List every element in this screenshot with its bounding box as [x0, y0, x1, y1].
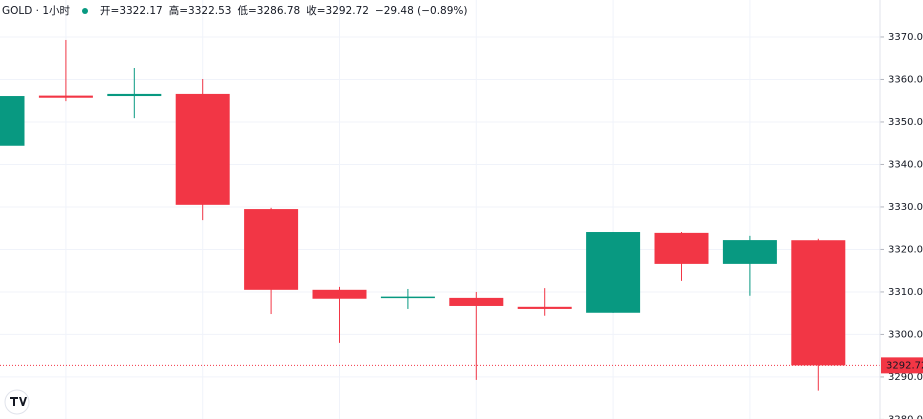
candle-body	[791, 240, 846, 366]
y-tick-label: 3330.00	[888, 202, 923, 213]
y-tick-label: 3340.00	[888, 159, 923, 170]
candle-body	[38, 95, 93, 98]
candle-body	[586, 232, 641, 313]
candle-body	[0, 96, 25, 146]
ohlc-value: 3286.78	[257, 5, 300, 17]
candle-body	[654, 232, 709, 264]
candle-body	[244, 209, 299, 290]
ohlc-label: 收=	[306, 4, 325, 17]
candle-body	[380, 296, 435, 299]
y-tick-label: 3300.00	[888, 329, 923, 340]
ohlc-value: 3322.53	[188, 5, 231, 17]
y-tick-label: 3310.00	[888, 287, 923, 298]
logo[interactable]	[4, 389, 30, 415]
legend: GOLD · 1小时 开= 3322.17 高= 3322.53 低= 3286.78 收=…	[2, 4, 467, 17]
candle-body	[107, 93, 162, 97]
ohlc-label: 低=	[237, 4, 256, 17]
ohlc-label: 高=	[169, 4, 188, 17]
y-tick-label: 3280.00	[888, 414, 923, 419]
candle-body	[312, 289, 367, 299]
ohlc-value: 3322.17	[119, 5, 162, 17]
change: −29.48 (−0.89%)	[375, 5, 468, 17]
candle-body	[722, 240, 777, 264]
candle-body	[517, 306, 572, 309]
logo-badge[interactable]	[4, 389, 30, 415]
status-dot	[82, 8, 88, 14]
y-tick-label: 3290.00	[888, 372, 923, 383]
candle-body	[449, 297, 504, 306]
y-tick-label: 3360.00	[888, 74, 923, 85]
ohlc-label: 开=	[100, 5, 119, 17]
y-tick-label: 3320.00	[888, 244, 923, 255]
ohlc-value: 3292.72	[326, 5, 369, 17]
last-price-badge	[881, 357, 923, 374]
y-tick-label: 3350.00	[888, 117, 923, 128]
last-price-label: 3292.72	[886, 360, 923, 371]
candle-body	[175, 93, 230, 205]
symbol: GOLD · 1小时	[2, 5, 71, 17]
y-tick-label: 3370.00	[888, 32, 923, 43]
logo-mark	[10, 397, 27, 406]
